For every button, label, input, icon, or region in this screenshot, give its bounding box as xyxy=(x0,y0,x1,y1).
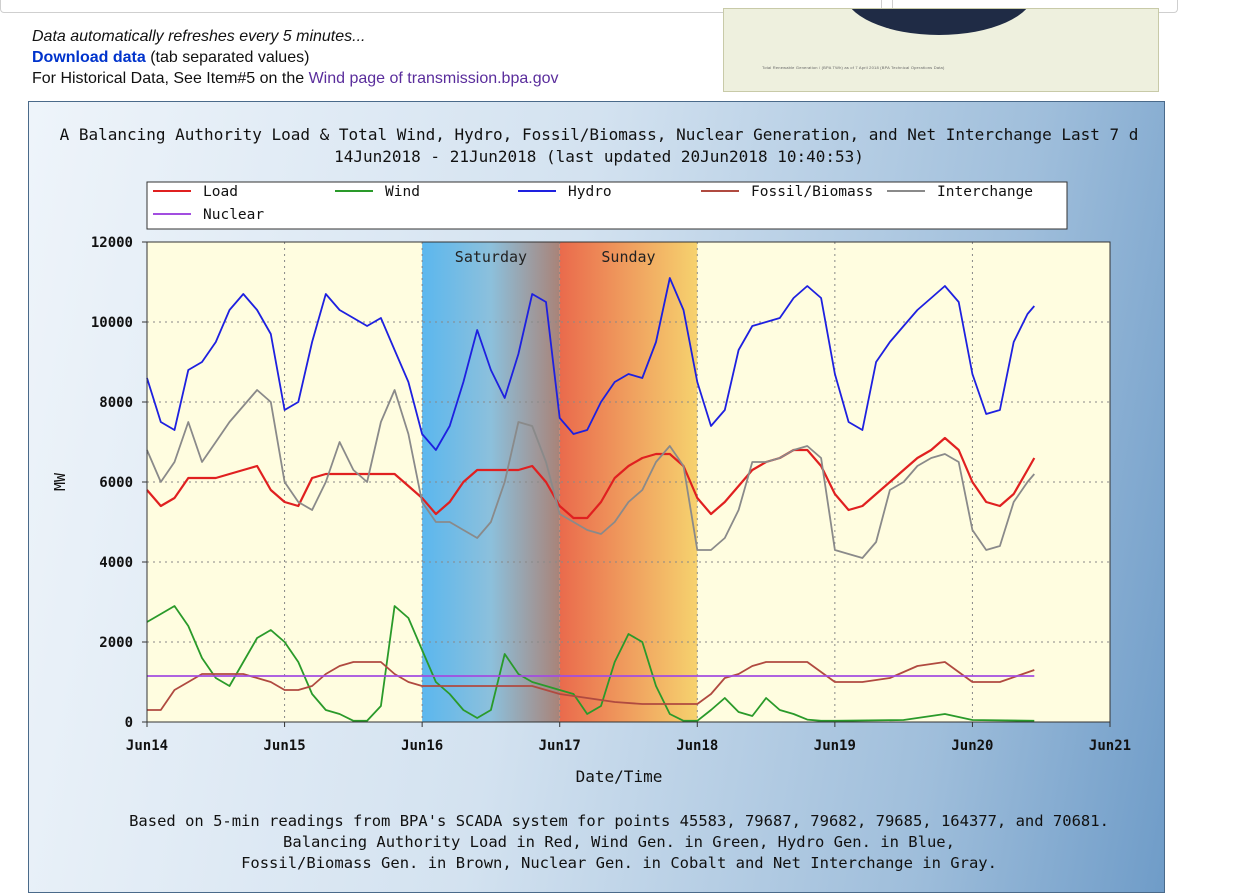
series-line-interchange xyxy=(146,389,1035,559)
series-line-load xyxy=(146,436,1036,520)
legend-label-fossil-biomass: Fossil/Biomass xyxy=(751,184,873,200)
wind-page-link[interactable]: Wind page of transmission.bpa.gov xyxy=(308,70,559,87)
footer-line-1: Based on 5-min readings from BPA's SCADA… xyxy=(129,812,1109,830)
plot-area: Saturday Sunday 0 2000 4000 6000 8000 10000 1200… xyxy=(91,235,1131,754)
y-axis-label: MW xyxy=(51,472,69,491)
y-tick-label: 2000 xyxy=(99,635,133,651)
legend-label-hydro: Hydro xyxy=(568,184,612,200)
legend-label-wind: Wind xyxy=(385,184,420,200)
x-tick-label: Jun20 xyxy=(951,738,993,754)
x-tick-label: Jun14 xyxy=(126,738,168,754)
historical-prefix: For Historical Data, See Item#5 on the xyxy=(32,70,309,87)
chart-panel: A Balancing Authority Load & Total Wind,… xyxy=(28,101,1165,893)
info-block: Data automatically refreshes every 5 min… xyxy=(32,26,559,89)
legend-box xyxy=(146,181,1068,230)
thumbnail-dark-shape xyxy=(844,9,1034,35)
series-line-wind xyxy=(146,605,1035,722)
chart-subtitle: 14Jun2018 - 21Jun2018 (last updated 20Ju… xyxy=(334,147,864,166)
x-axis-label: Date/Time xyxy=(576,767,663,786)
historical-line: For Historical Data, See Item#5 on the W… xyxy=(32,68,559,89)
y-tick-label: 8000 xyxy=(99,395,133,411)
x-tick-label: Jun17 xyxy=(539,738,581,754)
chart-svg: A Balancing Authority Load & Total Wind,… xyxy=(51,125,1139,872)
thumbnail-image[interactable]: Total Renewable Generation / (BPA TWh) a… xyxy=(723,8,1159,92)
weekend-label-sunday: Sunday xyxy=(601,248,655,266)
x-tick-label: Jun15 xyxy=(263,738,305,754)
x-tick-label: Jun18 xyxy=(676,738,718,754)
weekend-label-saturday: Saturday xyxy=(455,248,527,266)
address-field[interactable] xyxy=(0,0,882,13)
y-tick-label: 4000 xyxy=(99,555,133,571)
chart-legend: Load Wind Hydro Fossil/Biomass Interchange Nu… xyxy=(146,181,1068,230)
refresh-note: Data automatically refreshes every 5 min… xyxy=(32,28,366,45)
y-tick-label: 0 xyxy=(125,715,133,731)
footer-line-2: Balancing Authority Load in Red, Wind Ge… xyxy=(283,833,955,851)
thumbnail-caption: Total Renewable Generation / (BPA TWh) a… xyxy=(762,65,945,70)
download-data-link[interactable]: Download data xyxy=(32,49,146,66)
legend-label-load: Load xyxy=(203,184,238,200)
chart-title: A Balancing Authority Load & Total Wind,… xyxy=(60,125,1139,144)
y-tick-label: 10000 xyxy=(91,315,133,331)
legend-label-nuclear: Nuclear xyxy=(203,207,264,223)
x-tick-label: Jun19 xyxy=(814,738,856,754)
download-line: Download data (tab separated values) xyxy=(32,47,559,68)
x-tick-label: Jun21 xyxy=(1089,738,1131,754)
series-line-hydro xyxy=(146,277,1035,451)
x-tick-label: Jun16 xyxy=(401,738,443,754)
download-suffix: (tab separated values) xyxy=(145,49,310,66)
y-tick-label: 6000 xyxy=(99,475,133,491)
footer-line-3: Fossil/Biomass Gen. in Brown, Nuclear Ge… xyxy=(241,854,997,872)
legend-label-interchange: Interchange xyxy=(937,184,1033,200)
y-tick-label: 12000 xyxy=(91,235,133,251)
